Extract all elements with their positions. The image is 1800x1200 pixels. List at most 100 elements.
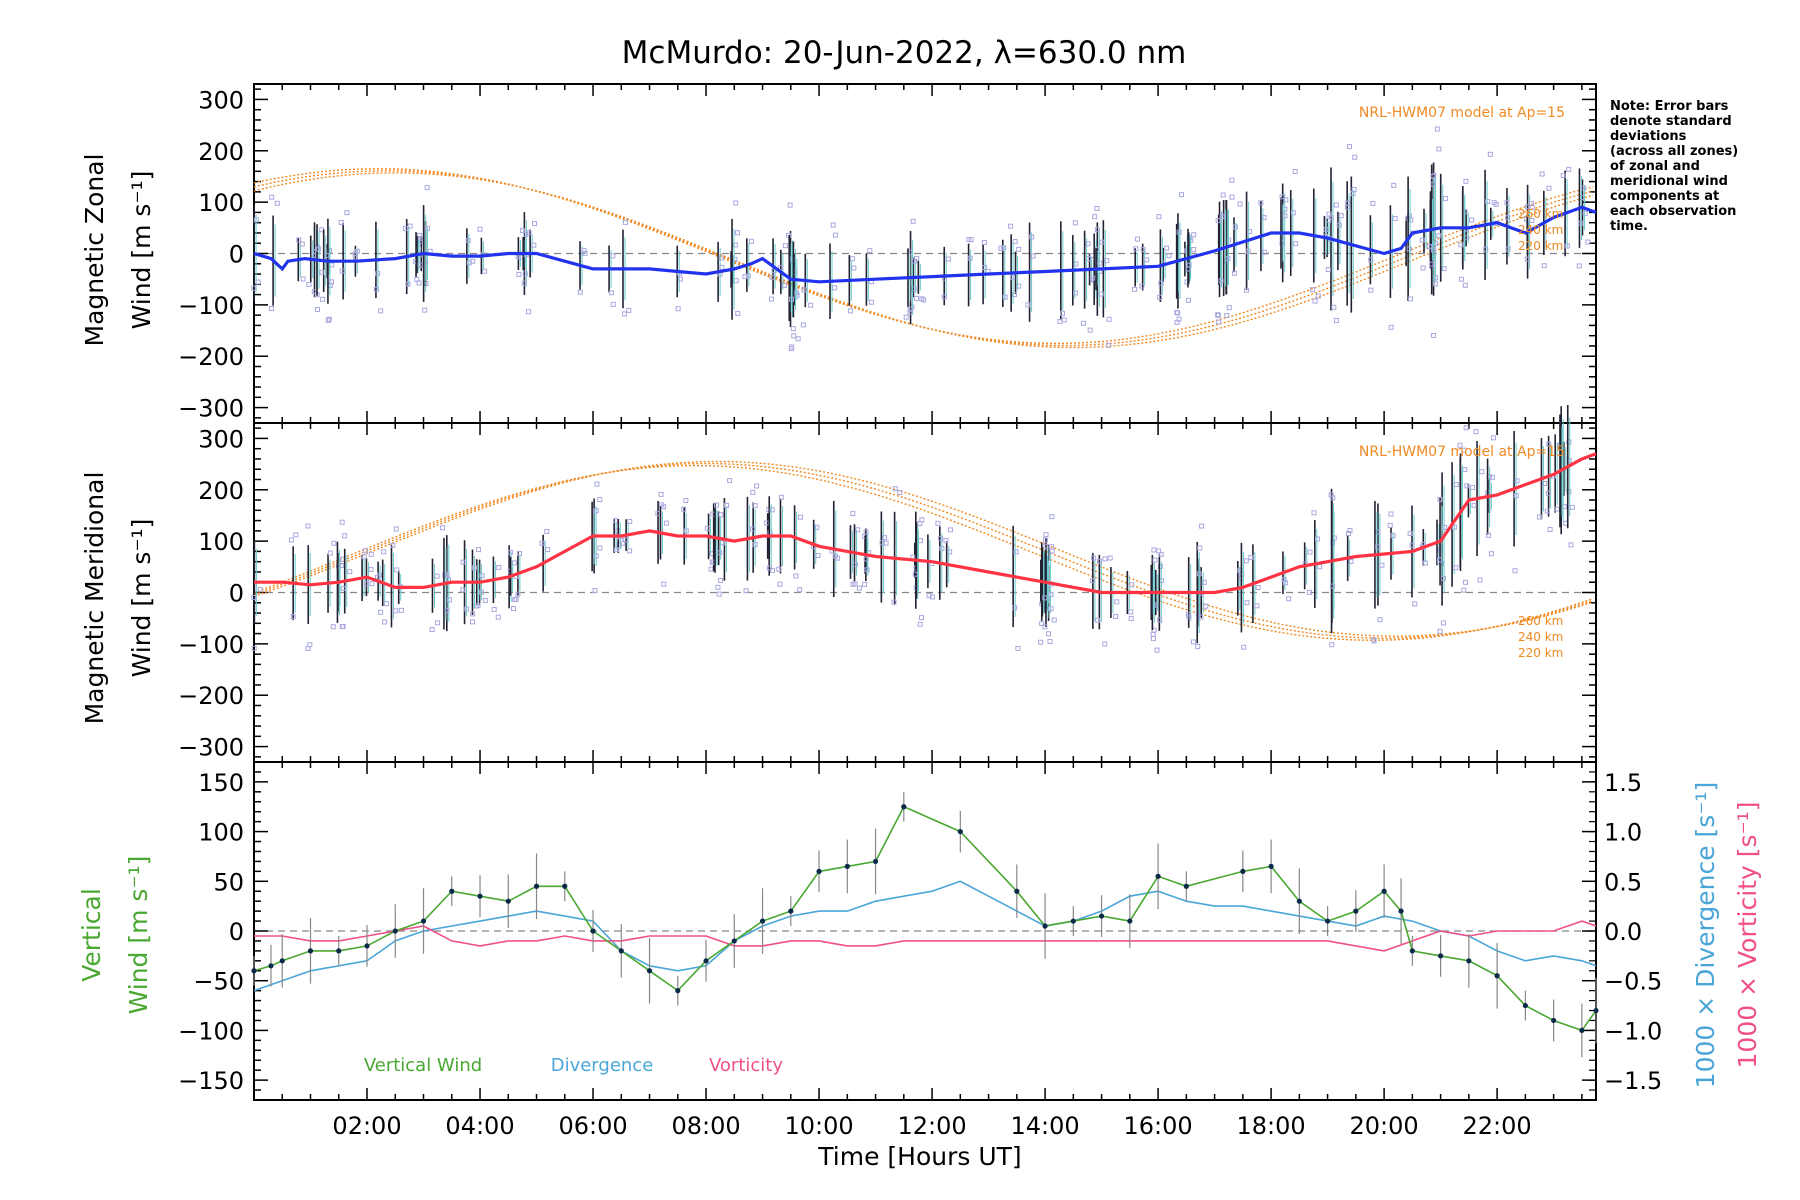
scatter-point xyxy=(320,296,326,302)
scatter-point xyxy=(1237,201,1243,207)
scatter-point xyxy=(1174,309,1180,315)
y-tick-label: 200 xyxy=(198,138,244,166)
scatter-point xyxy=(307,642,313,648)
scatter-point xyxy=(402,226,408,232)
note-line: time. xyxy=(1610,219,1648,234)
scatter-point xyxy=(315,246,321,252)
scatter-point xyxy=(1293,241,1299,247)
scatter-point xyxy=(718,255,724,261)
scatter-point xyxy=(274,200,280,206)
scatter-point xyxy=(1377,617,1383,623)
scatter-point xyxy=(545,547,551,553)
scatter-point xyxy=(777,581,783,587)
y-tick-label: 0 xyxy=(229,580,244,608)
scatter-point xyxy=(1330,583,1336,589)
scatter-point xyxy=(627,518,633,524)
vertical-wind-point xyxy=(618,948,624,954)
scatter-point xyxy=(622,219,628,225)
scatter-point xyxy=(1049,514,1055,520)
scatter-point xyxy=(943,538,949,544)
scatter-point xyxy=(1312,298,1318,304)
scatter-point xyxy=(1350,191,1356,197)
scatter-point xyxy=(526,309,532,315)
scatter-point xyxy=(1279,194,1285,200)
scatter-point xyxy=(1219,214,1225,220)
scatter-point xyxy=(369,581,375,587)
scatter-point xyxy=(683,497,689,503)
vertical-wind-point xyxy=(675,988,681,994)
scatter-point xyxy=(754,483,760,489)
scatter-point xyxy=(1129,582,1135,588)
scatter-point xyxy=(1430,181,1436,187)
scatter-point xyxy=(1097,260,1103,266)
scatter-point xyxy=(1176,316,1182,322)
scatter-point xyxy=(919,615,925,621)
scatter-point xyxy=(868,299,874,305)
scatter-point xyxy=(381,549,387,555)
scatter-point xyxy=(735,230,741,236)
scatter-point xyxy=(1375,529,1381,535)
scatter-point xyxy=(719,264,725,270)
legend-item: Vertical Wind xyxy=(364,1055,482,1076)
vertical-wind-point xyxy=(449,888,455,894)
model-curve xyxy=(253,172,1594,349)
scatter-point xyxy=(251,285,257,291)
scatter-point xyxy=(1190,639,1196,645)
scatter-point xyxy=(1102,641,1108,647)
scatter-point xyxy=(1098,291,1104,297)
scatter-point xyxy=(393,608,399,614)
scatter-point xyxy=(1458,242,1464,248)
scatter-point xyxy=(1216,319,1222,325)
scatter-point xyxy=(832,553,838,559)
scatter-point xyxy=(1512,568,1518,574)
scatter-point xyxy=(393,526,399,532)
scatter-point xyxy=(1042,537,1048,543)
vertical-wind-point xyxy=(1155,873,1161,879)
scatter-point xyxy=(1582,210,1588,216)
scatter-point xyxy=(477,226,483,232)
scatter-point xyxy=(1089,578,1095,584)
scatter-point xyxy=(1157,294,1163,300)
scatter-point xyxy=(1483,246,1489,252)
altitude-label: 220 km xyxy=(1518,646,1563,660)
scatter-point xyxy=(471,565,477,571)
scatter-point xyxy=(917,621,923,627)
scatter-point xyxy=(1218,278,1224,284)
scatter-point xyxy=(718,577,724,583)
model-label: NRL-HWM07 model at Ap=15 xyxy=(1359,105,1565,121)
legend-item: Vorticity xyxy=(709,1055,783,1076)
scatter-point xyxy=(1431,332,1437,338)
scatter-point xyxy=(748,238,754,244)
scatter-point xyxy=(1347,144,1353,150)
scatter-point xyxy=(661,581,667,587)
scatter-point xyxy=(1279,235,1285,241)
scatter-point xyxy=(1152,557,1158,563)
scatter-point xyxy=(1025,302,1031,308)
scatter-point xyxy=(1546,441,1552,447)
scatter-point xyxy=(1282,213,1288,219)
scatter-point xyxy=(1229,194,1235,200)
scatter-point xyxy=(435,620,441,626)
scatter-point xyxy=(793,290,799,296)
scatter-point xyxy=(325,317,331,323)
scatter-point xyxy=(398,607,404,613)
scatter-point xyxy=(1371,638,1377,644)
scatter-point xyxy=(743,588,749,594)
scatter-point xyxy=(863,529,869,535)
scatter-point xyxy=(470,611,476,617)
scatter-point xyxy=(708,566,714,572)
scatter-point xyxy=(342,533,348,539)
scatter-point xyxy=(335,563,341,569)
scatter-point xyxy=(718,512,724,518)
vertical-wind-point xyxy=(957,828,963,835)
scatter-point xyxy=(1576,263,1582,269)
scatter-point xyxy=(326,316,332,322)
scatter-point xyxy=(1158,280,1164,286)
scatter-point xyxy=(1232,224,1238,230)
scatter-point xyxy=(414,276,420,282)
scatter-point xyxy=(1436,233,1442,239)
scatter-point xyxy=(778,265,784,271)
meridional-wind-line xyxy=(254,452,1597,595)
scatter-point xyxy=(769,296,775,302)
scatter-point xyxy=(1011,292,1017,298)
